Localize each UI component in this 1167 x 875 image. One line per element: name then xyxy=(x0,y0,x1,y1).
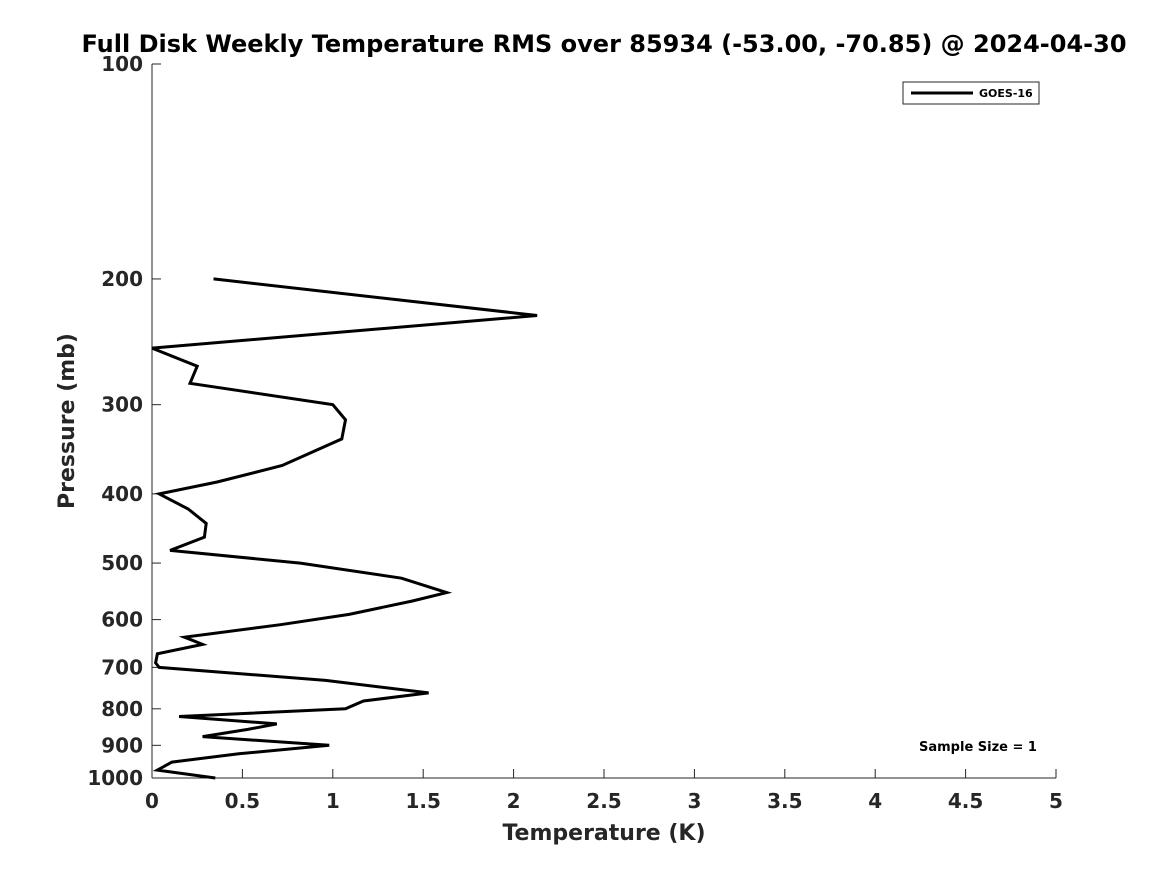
x-tick-label: 4.5 xyxy=(948,789,983,813)
legend: GOES-16 xyxy=(902,81,1040,105)
x-tick-label: 3.5 xyxy=(767,789,802,813)
x-tick-label: 0.5 xyxy=(225,789,260,813)
x-axis-ticks: 0 0.5 1 1.5 2 2.5 3 3.5 4 4.5 5 xyxy=(145,769,1063,813)
y-tick-label: 500 xyxy=(101,551,143,575)
y-tick-label: 800 xyxy=(101,697,143,721)
y-tick-label: 200 xyxy=(101,267,143,291)
x-tick-label: 4 xyxy=(868,789,882,813)
chart-title: Full Disk Weekly Temperature RMS over 85… xyxy=(81,30,1126,58)
x-tick-label: 0 xyxy=(145,789,159,813)
x-tick-label: 1 xyxy=(326,789,340,813)
y-tick-label: 900 xyxy=(101,733,143,757)
x-tick-label: 5 xyxy=(1049,789,1063,813)
x-tick-label: 3 xyxy=(687,789,701,813)
y-tick-label: 600 xyxy=(101,608,143,632)
y-axis-label: Pressure (mb) xyxy=(55,333,80,509)
x-tick-label: 1.5 xyxy=(405,789,440,813)
x-tick-label: 2 xyxy=(507,789,521,813)
series-layer xyxy=(151,277,538,780)
y-tick-label: 1000 xyxy=(87,766,143,790)
x-axis-label: Temperature (K) xyxy=(502,821,705,846)
y-tick-label: 100 xyxy=(101,52,143,76)
series-line-goes-16 xyxy=(151,277,538,780)
y-axis-ticks: 100 200 300 400 500 600 700 800 900 1000 xyxy=(87,52,161,790)
y-tick-label: 300 xyxy=(101,393,143,417)
legend-label-goes-16: GOES-16 xyxy=(979,87,1033,100)
x-tick-label: 2.5 xyxy=(586,789,621,813)
y-tick-label: 400 xyxy=(101,482,143,506)
y-tick-label: 700 xyxy=(101,655,143,679)
sample-size-annotation: Sample Size = 1 xyxy=(919,740,1037,755)
